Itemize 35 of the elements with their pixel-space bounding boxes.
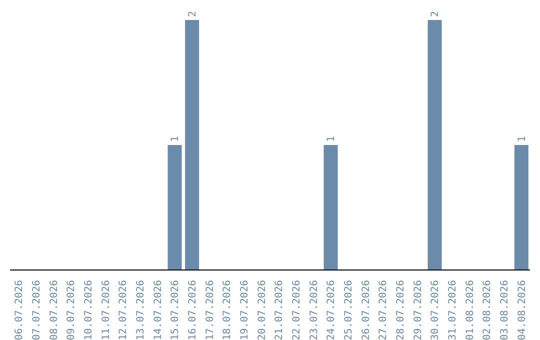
x-tick-label: 17.07.2026 [204, 280, 216, 340]
x-tick-label: 10.07.2026 [84, 280, 94, 340]
x-tick-label: 03.08.2026 [500, 280, 510, 340]
x-tick-label: 09.07.2026 [66, 280, 78, 340]
data-label: 1 [326, 136, 338, 142]
x-tick-label: 07.07.2026 [32, 280, 42, 340]
x-tick-label: 08.07.2026 [48, 280, 60, 340]
x-tick-label: 01.08.2026 [464, 280, 476, 340]
x-tick-label: 12.07.2026 [118, 280, 130, 340]
x-tick-label: 15.07.2026 [170, 280, 182, 340]
x-tick-label: 13.07.2026 [136, 280, 146, 340]
x-tick-label: 21.07.2026 [274, 280, 286, 340]
x-tick-label: 27.07.2026 [378, 280, 390, 340]
x-tick-label: 24.07.2026 [326, 280, 338, 340]
x-tick-label: 29.07.2026 [412, 280, 424, 340]
x-tick-label: 18.07.2026 [222, 280, 234, 340]
data-label: 1 [170, 136, 182, 142]
x-tick-label: 23.07.2026 [308, 280, 320, 340]
data-label: 2 [430, 10, 442, 17]
x-tick-label: 16.07.2026 [188, 280, 198, 340]
x-tick-label: 06.07.2026 [14, 280, 26, 340]
x-tick-label: 11.07.2026 [100, 280, 112, 340]
x-tick-label: 26.07.2026 [360, 280, 372, 340]
x-tick-label: 14.07.2026 [152, 280, 164, 340]
data-label: 1 [516, 136, 528, 142]
data-label: 2 [188, 10, 199, 17]
x-tick-label: 25.07.2026 [344, 280, 354, 340]
x-tick-label: 02.08.2026 [482, 280, 494, 340]
x-tick-label: 28.07.2026 [396, 280, 406, 340]
x-tick-label: 19.07.2026 [240, 280, 250, 340]
x-tick-label: 20.07.2026 [256, 280, 268, 340]
x-tick-label: 04.08.2026 [516, 280, 528, 340]
x-tick-label: 22.07.2026 [292, 280, 302, 340]
x-tick-label: 31.07.2026 [448, 280, 458, 340]
x-tick-label: 30.07.2026 [430, 280, 442, 340]
